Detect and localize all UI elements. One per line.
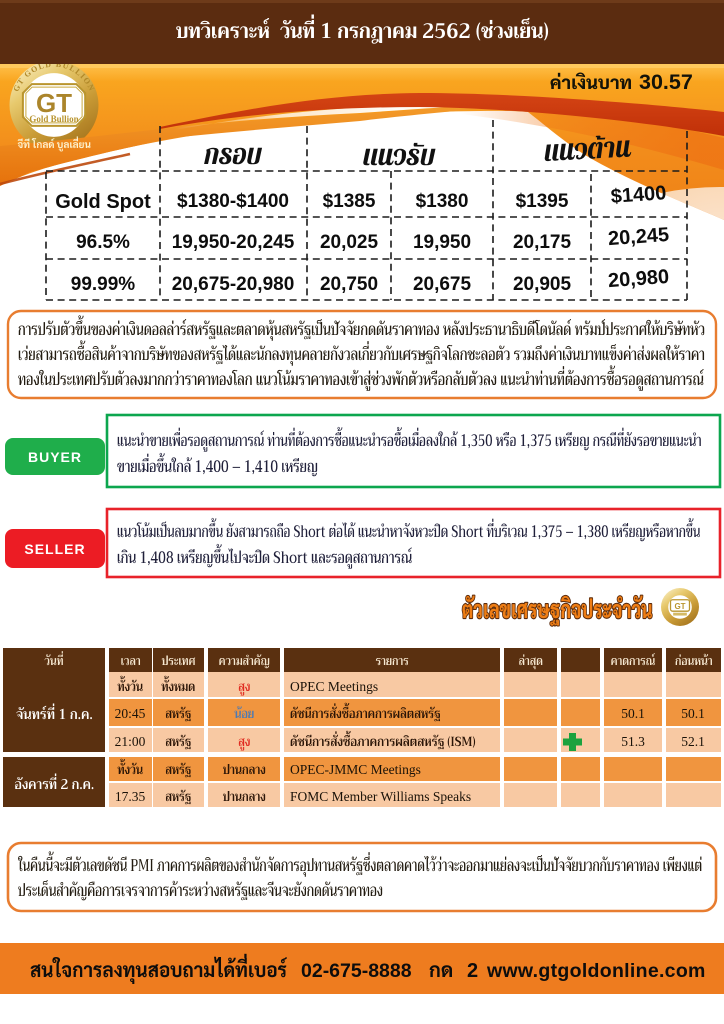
svg-text:20,675: 20,675 [413,274,472,295]
svg-text:GT: GT [674,602,685,611]
svg-text:$1380: $1380 [416,191,469,212]
svg-text:17.35: 17.35 [115,789,146,804]
svg-text:30.57: 30.57 [639,70,693,94]
svg-text:20:45: 20:45 [115,706,146,721]
svg-text:20,980: 20,980 [607,266,670,292]
svg-text:99.99%: 99.99% [71,274,136,295]
svg-text:$1400: $1400 [610,182,667,208]
svg-text:$1385: $1385 [323,191,376,212]
svg-text:20,675-20,980: 20,675-20,980 [172,274,295,295]
svg-text:51.3: 51.3 [621,734,645,749]
svg-text:20,175: 20,175 [513,232,572,253]
svg-text:$1395: $1395 [516,191,569,212]
svg-text:19,950: 19,950 [413,232,471,253]
svg-text:50.1: 50.1 [621,706,645,721]
svg-text:50.1: 50.1 [681,706,705,721]
svg-text:OPEC Meetings: OPEC Meetings [290,679,378,694]
svg-text:OPEC-JMMC Meetings: OPEC-JMMC Meetings [290,762,421,777]
svg-text:20,750: 20,750 [320,274,378,295]
svg-text:BUYER: BUYER [28,449,82,465]
svg-text:Gold Spot: Gold Spot [55,191,151,213]
svg-text:20,025: 20,025 [320,232,379,253]
svg-text:19,950-20,245: 19,950-20,245 [172,232,295,253]
svg-text:$1380-$1400: $1380-$1400 [177,191,289,212]
svg-text:FOMC Member Williams Speaks: FOMC Member Williams Speaks [290,789,471,804]
svg-text:21:00: 21:00 [115,734,146,749]
svg-text:52.1: 52.1 [681,734,705,749]
svg-text:20,245: 20,245 [607,224,670,250]
svg-text:02-675-8888: 02-675-8888 [301,960,412,982]
svg-text:96.5%: 96.5% [76,232,130,253]
svg-text:Gold Bullion: Gold Bullion [29,114,78,124]
svg-text:20,905: 20,905 [513,274,572,295]
svg-text:www.gtgoldonline.com: www.gtgoldonline.com [486,960,706,982]
svg-text:GT: GT [36,88,72,118]
svg-text:SELLER: SELLER [24,541,85,557]
svg-text:2: 2 [467,960,478,982]
